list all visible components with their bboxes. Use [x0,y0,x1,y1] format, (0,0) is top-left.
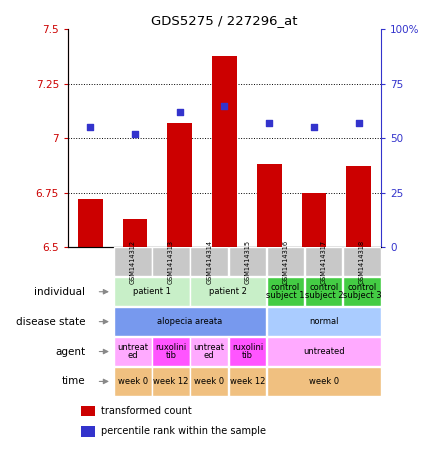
Text: ruxolini
tib: ruxolini tib [155,343,187,360]
Point [355,119,362,126]
Text: disease state: disease state [16,317,85,327]
Bar [191,367,228,396]
Text: GSM1414312: GSM1414312 [130,240,136,284]
Bar [267,337,381,366]
Text: normal: normal [309,317,339,326]
Point [87,124,94,131]
Bar [302,193,326,247]
Bar [229,247,266,276]
Text: alopecia areata: alopecia areata [158,317,223,326]
Text: time: time [61,376,85,386]
Text: agent: agent [55,347,85,357]
Point [131,130,138,137]
Bar [191,337,228,366]
Bar [114,367,152,396]
Bar [167,123,192,247]
Title: GDS5275 / 227296_at: GDS5275 / 227296_at [151,14,298,27]
Bar [114,337,152,366]
Bar [212,56,237,247]
Bar [343,247,381,276]
Text: week 12: week 12 [230,377,265,386]
Text: percentile rank within the sample: percentile rank within the sample [102,426,266,437]
Bar [78,199,102,247]
Point [311,124,318,131]
Bar [229,337,266,366]
Bar [267,307,381,336]
Bar [152,247,190,276]
Bar [114,307,266,336]
Bar [257,164,282,247]
Text: individual: individual [34,287,85,297]
Bar [114,277,190,306]
Bar [152,337,190,366]
Text: ruxolini
tib: ruxolini tib [232,343,263,360]
Text: GSM1414316: GSM1414316 [283,240,289,284]
Text: GSM1414317: GSM1414317 [321,240,327,284]
Bar [267,367,381,396]
Bar [191,247,228,276]
Text: control
subject 3: control subject 3 [343,283,381,300]
Bar [114,247,152,276]
Text: transformed count: transformed count [102,406,192,416]
Text: week 0: week 0 [309,377,339,386]
Bar [191,277,266,306]
Text: control
subject 2: control subject 2 [304,283,343,300]
Text: patient 2: patient 2 [209,287,247,296]
Bar [81,426,95,437]
Text: patient 1: patient 1 [133,287,171,296]
Text: week 0: week 0 [194,377,224,386]
Bar [123,219,147,247]
Text: GSM1414314: GSM1414314 [206,240,212,284]
Text: week 12: week 12 [153,377,189,386]
Bar [81,406,95,416]
Bar [305,247,343,276]
Bar [267,247,304,276]
Text: GSM1414313: GSM1414313 [168,240,174,284]
Bar [267,277,304,306]
Text: untreat
ed: untreat ed [117,343,148,360]
Bar [152,367,190,396]
Text: week 0: week 0 [118,377,148,386]
Text: untreated: untreated [303,347,345,356]
Text: control
subject 1: control subject 1 [266,283,305,300]
Point [266,119,273,126]
Bar [229,367,266,396]
Text: GSM1414318: GSM1414318 [359,240,365,284]
Text: untreat
ed: untreat ed [194,343,225,360]
Bar [343,277,381,306]
Point [176,108,183,116]
Bar [346,166,371,247]
Bar [305,277,343,306]
Text: GSM1414315: GSM1414315 [244,240,251,284]
Point [221,102,228,109]
